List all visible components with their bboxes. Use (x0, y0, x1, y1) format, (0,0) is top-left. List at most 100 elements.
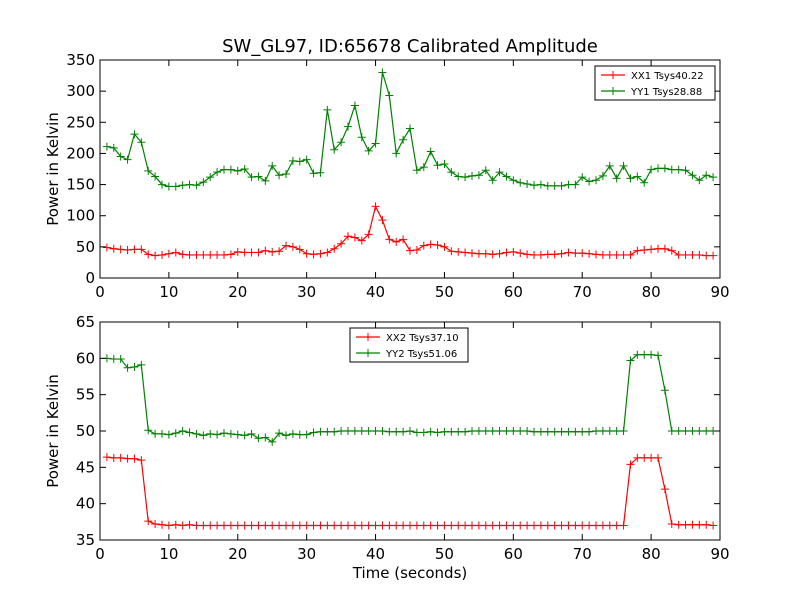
data-point (164, 430, 173, 439)
data-point (247, 248, 256, 257)
data-point (654, 164, 662, 173)
data-point (406, 246, 414, 255)
data-point (295, 430, 304, 439)
data-point (667, 246, 676, 255)
data-point (330, 427, 339, 436)
x-tick-label: 20 (228, 545, 247, 563)
data-point (557, 181, 566, 190)
data-point (206, 173, 215, 182)
data-point (454, 427, 463, 436)
data-point (481, 427, 490, 435)
data-point (137, 456, 146, 465)
x-tick-label: 0 (95, 283, 105, 301)
data-point (171, 429, 180, 438)
data-point (220, 521, 228, 530)
data-point (550, 250, 559, 259)
data-point (419, 521, 428, 530)
data-point (619, 521, 628, 530)
data-point (275, 429, 284, 438)
data-point (612, 521, 621, 530)
data-point (543, 250, 552, 259)
data-point (688, 427, 697, 435)
series-2-group (102, 68, 718, 191)
data-point (254, 172, 263, 181)
data-point (337, 239, 346, 248)
data-point (261, 521, 270, 530)
data-point (412, 428, 421, 437)
y-axis-label: Power in Kelvin (44, 112, 62, 226)
data-point (364, 521, 373, 530)
data-point (206, 250, 215, 259)
x-tick-label: 30 (297, 545, 316, 563)
data-point (261, 176, 270, 185)
data-point (185, 250, 194, 259)
data-point (440, 427, 449, 436)
data-point (109, 453, 118, 462)
legend-box (349, 327, 469, 363)
data-point (288, 521, 297, 530)
data-point (344, 232, 352, 241)
data-point (302, 521, 311, 530)
data-point (674, 520, 683, 529)
data-point (516, 521, 525, 530)
data-point (516, 178, 525, 187)
data-point (530, 427, 538, 436)
data-point (695, 176, 704, 185)
data-point (275, 247, 284, 256)
data-point (433, 521, 442, 530)
data-point (702, 171, 711, 180)
data-point (288, 242, 297, 251)
data-point (220, 165, 228, 174)
data-point (557, 521, 566, 530)
x-tick-label: 10 (159, 283, 178, 301)
data-point (585, 521, 594, 530)
data-point (502, 172, 511, 181)
data-point (178, 427, 187, 435)
data-point (564, 180, 573, 189)
data-point (378, 521, 387, 530)
x-tick-label: 40 (366, 283, 385, 301)
data-point (530, 521, 538, 530)
plot-2: 0 10 20 30 40 50 60 70 80 90 35 40 45 50 55 60 65 Power i… (44, 313, 730, 582)
legend-label: XX1 Tsys40.22 (631, 71, 704, 82)
legend-label: YY2 Tsys51.06 (385, 349, 457, 360)
data-point (612, 250, 621, 259)
data-point (667, 520, 676, 529)
data-point (344, 521, 352, 530)
data-point (419, 241, 428, 250)
y-axis-label: Power in Kelvin (44, 374, 62, 488)
x-tick-label: 60 (504, 545, 523, 563)
data-point (302, 430, 311, 439)
legend: XX2 Tsys37.10 YY2 Tsys51.06 (349, 327, 469, 363)
data-point (102, 453, 111, 462)
data-point (206, 429, 215, 438)
data-point (667, 165, 676, 174)
data-point (220, 429, 228, 438)
y-tick-label: 200 (66, 144, 95, 162)
data-point (536, 521, 545, 530)
data-point (185, 428, 194, 437)
data-point (151, 172, 160, 181)
data-point (495, 168, 504, 177)
data-point (619, 161, 628, 170)
y-tick-label: 250 (66, 113, 95, 131)
data-point (192, 521, 201, 530)
data-point (158, 429, 166, 438)
data-point (550, 181, 559, 190)
y-tick-label: 55 (76, 386, 95, 404)
data-point (137, 360, 146, 369)
data-point (282, 431, 290, 440)
data-point (447, 427, 456, 436)
data-point (316, 427, 325, 436)
data-point (268, 521, 277, 530)
data-point (543, 181, 552, 190)
data-point (385, 235, 394, 244)
data-point (640, 245, 649, 254)
data-point (233, 521, 242, 530)
data-point (233, 430, 242, 439)
data-point (681, 427, 690, 435)
data-point (605, 250, 614, 259)
data-point (688, 171, 697, 180)
data-point (536, 180, 545, 189)
data-point (226, 165, 235, 174)
